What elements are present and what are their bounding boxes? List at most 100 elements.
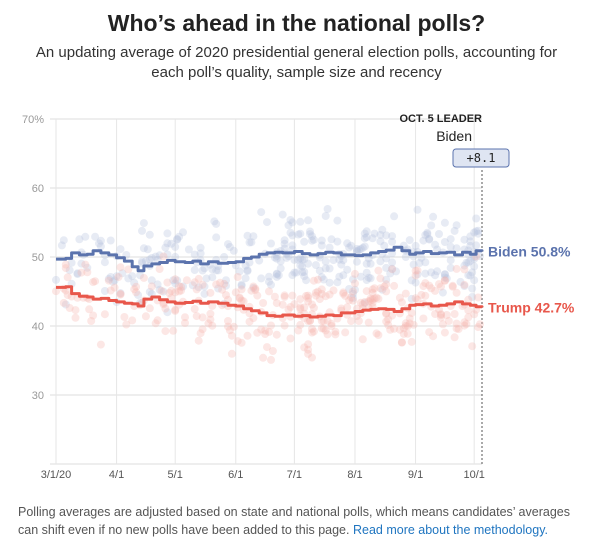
poll-dot [298,255,307,264]
poll-dot [376,237,385,246]
poll-dot [296,217,305,226]
poll-dot [206,315,215,324]
poll-dot [364,297,373,306]
poll-dot [429,332,438,341]
poll-dot [147,254,156,262]
leader-name: Biden [436,128,472,144]
poll-dot [173,235,182,243]
poll-dot [352,257,361,266]
poll-dot [155,251,164,260]
poll-dot [290,255,299,264]
poll-dot [468,268,477,277]
poll-dot [368,288,377,297]
poll-dot [267,239,275,248]
poll-dot [413,205,422,214]
poll-dot [57,241,66,250]
poll-dot [431,240,440,249]
poll-dot [304,297,313,306]
poll-dot [272,254,281,263]
poll-dot [267,355,275,364]
poll-dot [470,310,479,319]
poll-dot [212,219,221,228]
methodology-link[interactable]: Read more about the methodology. [352,523,549,537]
poll-dot [284,221,293,230]
poll-dot [382,309,391,318]
poll-dot [296,261,305,270]
poll-dot [116,263,125,272]
poll-dot [409,320,418,329]
poll-dot [397,338,406,347]
poll-dot [423,230,432,239]
poll-dot [450,226,459,235]
poll-dot [341,328,350,337]
poll-dot [460,261,469,270]
poll-dot [308,300,316,309]
poll-dot [265,327,273,336]
poll-dot [407,309,416,317]
poll-dot [317,289,326,298]
poll-dot [124,274,133,283]
poll-dot [452,319,461,328]
poll-dot [171,306,180,315]
poll-dot [442,311,451,319]
poll-dot [438,320,447,329]
poll-dot [169,276,178,285]
poll-dot [460,265,469,274]
poll-dot [319,275,328,284]
poll-dot [466,237,475,246]
poll-dot [87,317,96,325]
poll-dot [247,286,256,295]
poll-dot [415,259,424,267]
poll-dot [472,227,481,236]
poll-dot [427,221,436,230]
poll-dot [321,264,330,273]
poll-dot [130,278,139,287]
poll-dot [300,272,309,281]
poll-dot [374,331,383,339]
poll-dot [446,256,455,265]
chart-labels: 70% 60 50 40 30 3/1/20 4/1 5/1 6/1 7/1 8/1 9/1 10/1 B… [22,113,575,481]
poll-dot [368,298,377,307]
poll-dot [89,278,98,287]
poll-dot [220,253,229,261]
poll-dot [280,321,289,330]
poll-dot [376,274,385,283]
poll-dot [298,268,307,277]
poll-dot [163,250,172,259]
poll-dot [321,257,330,266]
poll-dot [386,325,395,334]
poll-dot [388,258,397,267]
poll-dot [163,308,172,317]
poll-dot [71,313,80,322]
poll-dot [347,241,356,250]
poll-dot [120,313,129,321]
poll-dot [470,276,479,285]
poll-dot [245,238,254,247]
poll-dot [147,276,156,285]
poll-dot [317,241,326,250]
poll-dot [237,296,246,305]
poll-dot [257,274,266,283]
poll-dot [435,280,443,289]
poll-dot [83,263,92,272]
poll-dot [339,289,348,298]
poll-dot [296,254,305,263]
poll-dot [198,325,207,334]
poll-dot [237,285,246,294]
poll-dot [196,243,205,252]
poll-dot [351,269,359,278]
poll-dot [429,212,438,221]
poll-dot [437,310,445,319]
poll-dot [421,258,430,267]
poll-dot [280,291,289,300]
poll-dot [132,288,141,297]
poll-dot [280,239,289,248]
poll-dot [366,259,375,268]
poll-dot [360,229,369,238]
poll-dot [52,287,60,296]
poll-dot [59,298,68,307]
poll-dot [345,296,354,305]
poll-dot [366,296,375,305]
poll-dot [306,230,314,239]
poll-dot [280,292,289,301]
